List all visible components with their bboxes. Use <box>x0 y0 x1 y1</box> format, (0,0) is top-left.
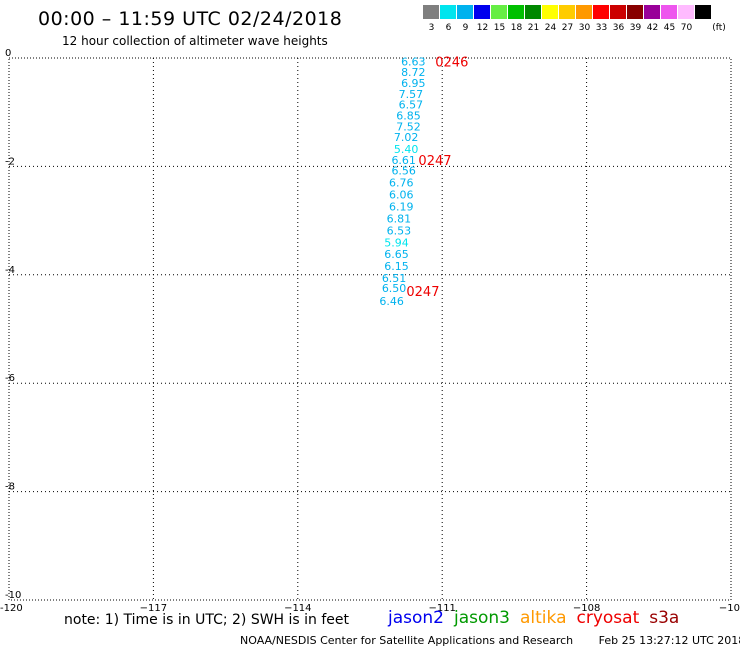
x-tick-label: −111 <box>428 603 455 614</box>
legend-label: 27 <box>561 23 574 33</box>
legend-swatch <box>695 5 712 19</box>
legend-label: 42 <box>646 23 659 33</box>
pass-time-label: 0247 <box>406 285 439 300</box>
swh-value-label: 6.06 <box>389 189 414 202</box>
satellite-s3a: s3a <box>649 608 680 628</box>
y-tick-label: 0 <box>5 48 11 59</box>
swh-value-label: 6.57 <box>399 99 424 112</box>
legend-label: 3 <box>428 23 435 33</box>
legend-label: 21 <box>527 23 540 33</box>
legend-swatch <box>627 5 644 19</box>
swh-value-label: 7.57 <box>399 88 424 101</box>
legend-label: 70 <box>680 23 693 33</box>
legend-swatch <box>525 5 542 19</box>
legend-swatch <box>678 5 695 19</box>
chart-subtitle: 12 hour collection of altimeter wave hei… <box>62 34 328 48</box>
legend-swatch <box>457 5 474 19</box>
swh-value-label: 6.51 <box>382 272 407 285</box>
swh-value-label: 8.72 <box>401 66 426 79</box>
legend-label: 33 <box>595 23 608 33</box>
swh-value-label: 6.19 <box>389 201 414 214</box>
x-tick-label: −117 <box>140 603 167 614</box>
legend-swatch <box>508 5 525 19</box>
legend-swatch <box>491 5 508 19</box>
legend-label: 36 <box>612 23 625 33</box>
legend-swatch <box>644 5 661 19</box>
swh-value-label: 6.56 <box>391 165 416 178</box>
units-note: note: 1) Time is in UTC; 2) SWH is in fe… <box>64 612 350 628</box>
legend-swatch <box>423 5 440 19</box>
swh-value-label: 7.02 <box>394 131 419 144</box>
swh-value-label: 6.50 <box>382 282 407 295</box>
legend-swatch <box>661 5 678 19</box>
legend-swatch <box>474 5 491 19</box>
swh-value-label: 6.15 <box>384 260 409 273</box>
y-tick-label: -4 <box>5 265 15 276</box>
legend-unit: (ft) <box>712 23 726 33</box>
footer-timestamp: Feb 25 13:27:12 UTC 2018 <box>598 634 740 647</box>
legend-swatch <box>593 5 610 19</box>
satellite-altika: altika <box>520 608 567 628</box>
legend-swatch <box>440 5 457 19</box>
legend-label: 45 <box>663 23 676 33</box>
satellite-cryosat: cryosat <box>576 608 640 628</box>
x-tick-label: −108 <box>573 603 600 614</box>
legend-swatch <box>559 5 576 19</box>
legend-label: 6 <box>445 23 452 33</box>
y-tick-label: -10 <box>5 590 21 601</box>
swh-value-label: 6.81 <box>387 212 412 225</box>
y-tick-label: -6 <box>5 373 15 384</box>
footer: NOAA/NESDIS Center for Satellite Applica… <box>240 634 740 647</box>
footer-credit: NOAA/NESDIS Center for Satellite Applica… <box>240 634 574 647</box>
x-tick-label: −10 <box>719 603 740 614</box>
chart-title: 00:00 – 11:59 UTC 02/24/2018 <box>38 8 343 30</box>
swh-value-label: 6.63 <box>401 55 426 68</box>
pass-time-label: 0246 <box>435 55 468 70</box>
satellite-jason3: jason3 <box>454 608 510 628</box>
legend-label: 39 <box>629 23 642 33</box>
swh-value-label: 6.95 <box>401 77 426 90</box>
legend-swatch <box>576 5 593 19</box>
y-tick-label: -2 <box>5 156 15 167</box>
swh-value-label: 5.94 <box>384 236 409 249</box>
swh-value-label: 6.76 <box>389 177 414 190</box>
legend-swatch <box>542 5 559 19</box>
swh-value-label: 6.85 <box>396 109 421 122</box>
legend-label: 12 <box>476 23 489 33</box>
y-tick-label: -8 <box>5 482 15 493</box>
x-tick-label: -120 <box>0 603 23 614</box>
legend-label: 30 <box>578 23 591 33</box>
swh-value-label: 7.52 <box>396 120 421 133</box>
swh-value-label: 6.46 <box>379 295 404 308</box>
x-tick-label: −114 <box>284 603 311 614</box>
pass-time-label: 0247 <box>418 154 451 169</box>
legend-label: 24 <box>544 23 557 33</box>
legend-label: 18 <box>510 23 523 33</box>
legend-label: 9 <box>462 23 469 33</box>
legend-swatch <box>610 5 627 19</box>
satellite-legend: jason2 jason3 altika cryosat s3a <box>388 608 689 628</box>
swh-value-label: 5.40 <box>394 143 419 156</box>
satellite-jason2: jason2 <box>388 608 444 628</box>
swh-value-label: 6.53 <box>387 224 412 237</box>
swh-value-label: 6.65 <box>384 248 409 261</box>
swh-value-label: 6.61 <box>391 154 416 167</box>
legend-label: 15 <box>493 23 506 33</box>
plot-frame <box>8 57 732 601</box>
